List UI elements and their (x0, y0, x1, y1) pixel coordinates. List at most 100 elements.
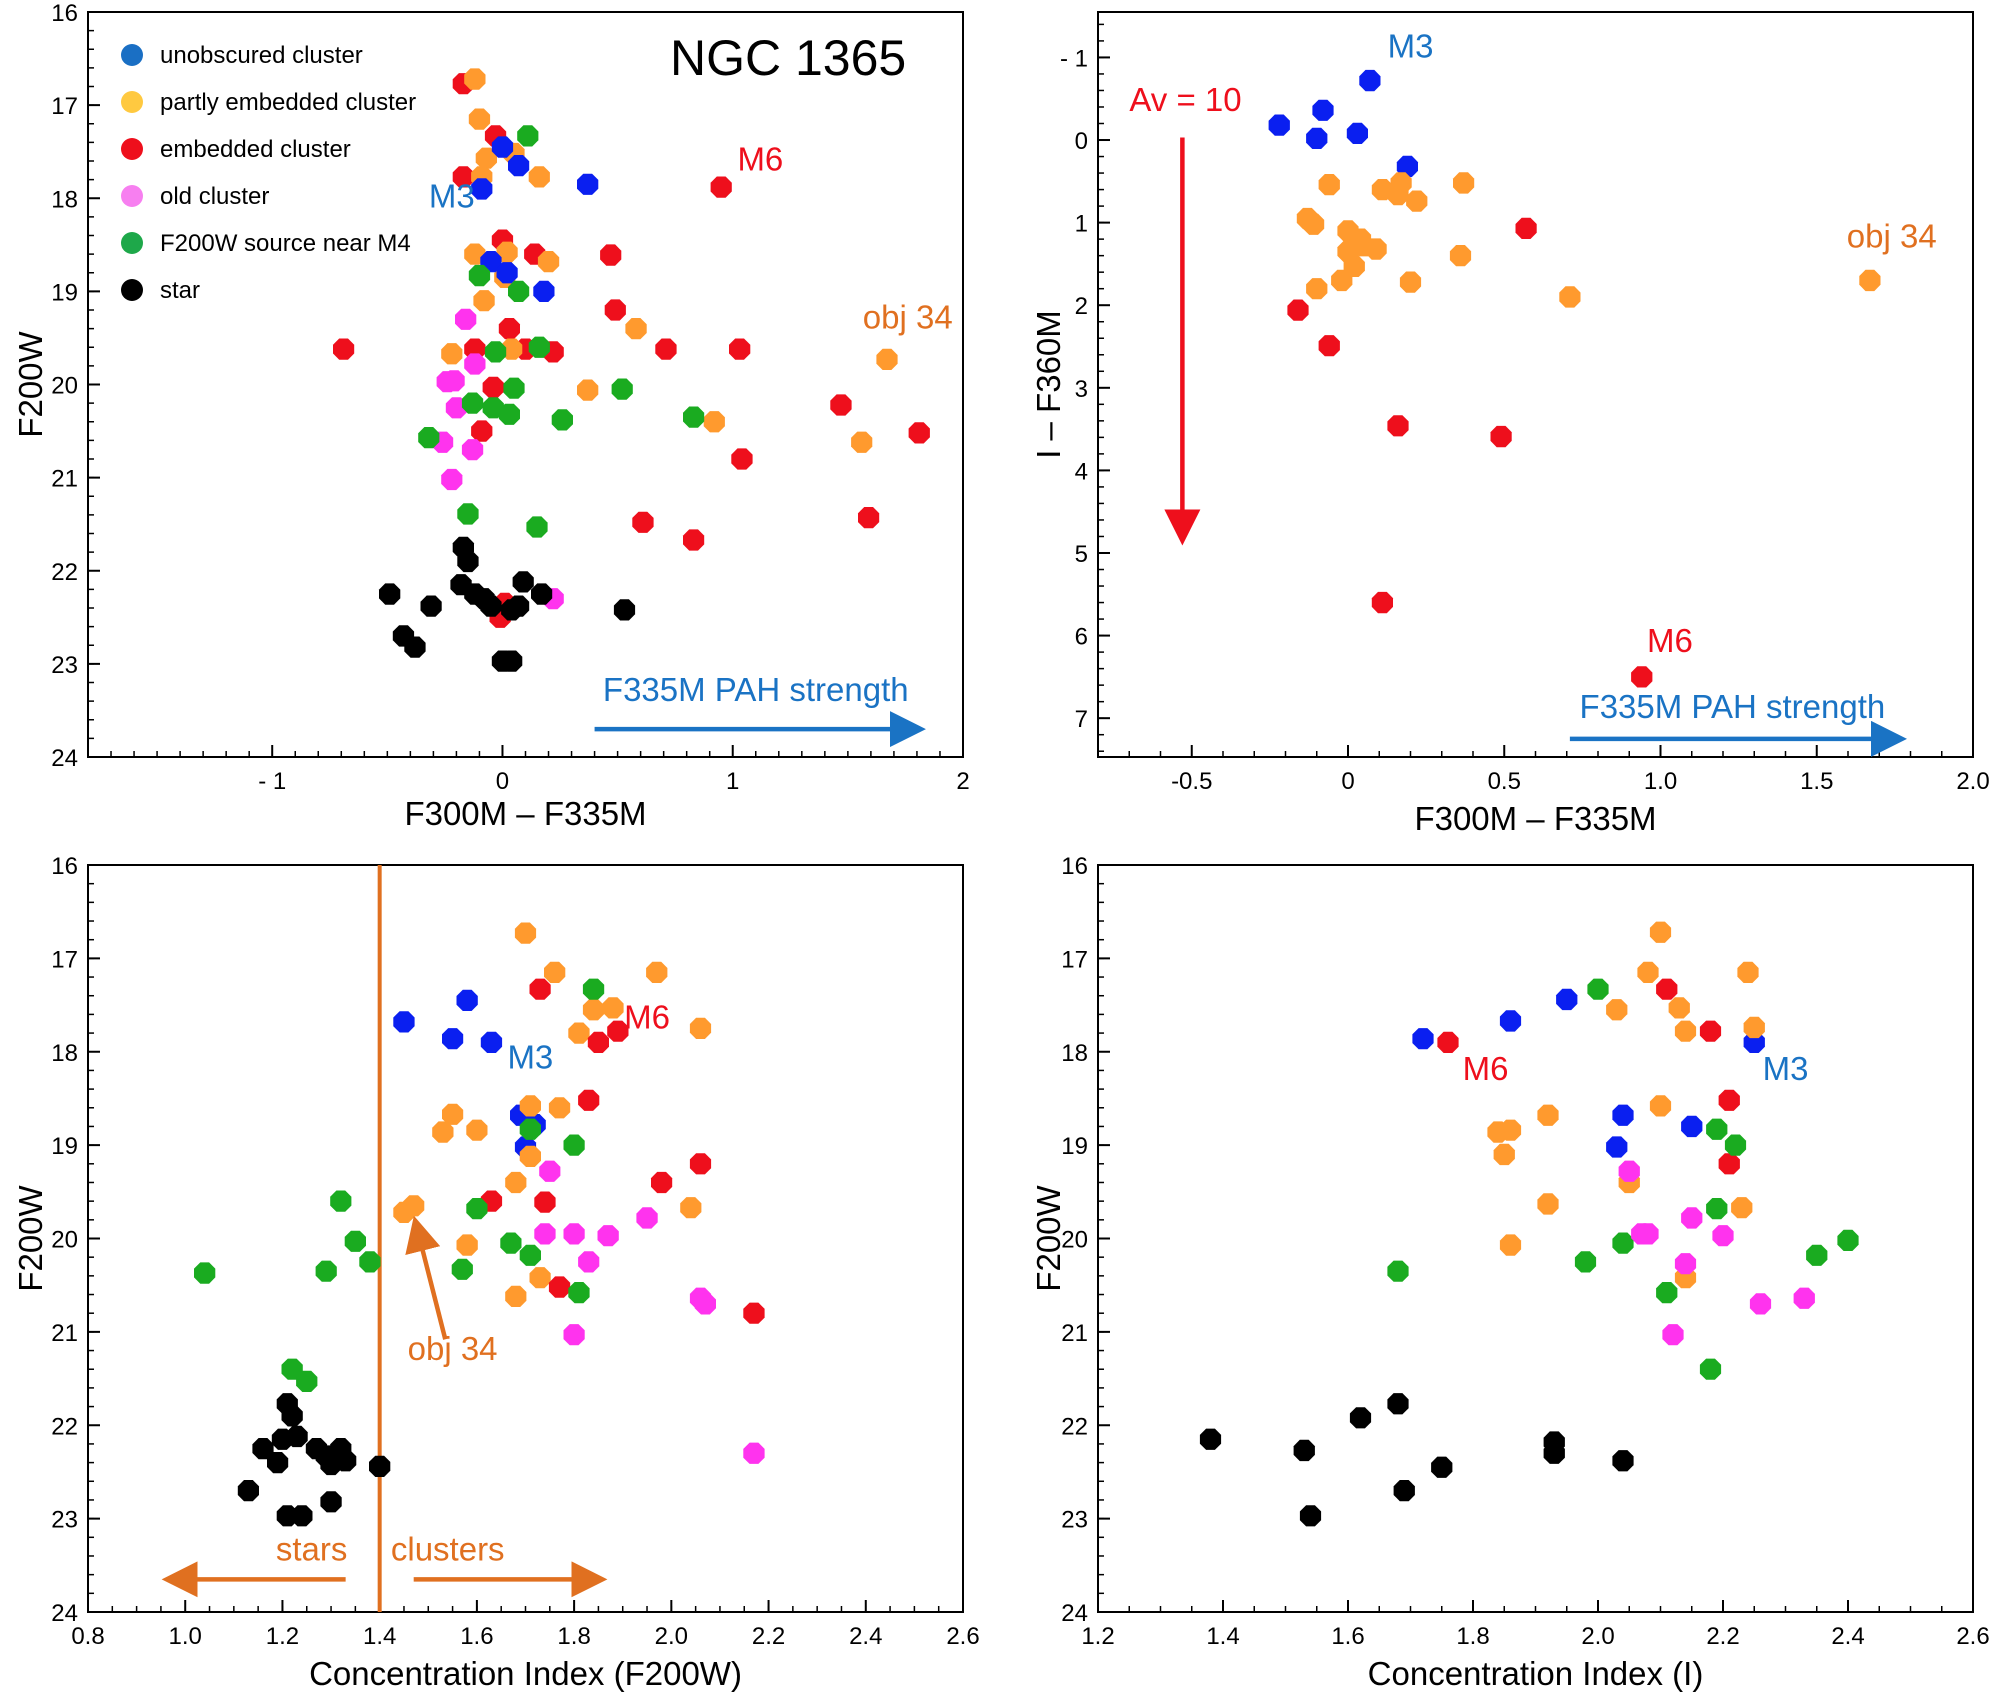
point-unobscured (1412, 1028, 1434, 1050)
point-unobscured (533, 280, 555, 302)
annotation-label: clusters (391, 1531, 505, 1568)
point-unobscured (1396, 155, 1418, 178)
point-embedded (689, 1153, 712, 1175)
point-unobscured (1612, 1104, 1634, 1126)
point-embedded (632, 511, 654, 533)
point-partly (537, 251, 560, 273)
point-unobscured (1606, 1136, 1628, 1158)
legend-label: unobscured cluster (160, 42, 363, 69)
point-near_m4 (500, 1232, 522, 1254)
point-star (512, 571, 534, 593)
legend-label: star (160, 277, 200, 304)
point-star (613, 599, 636, 621)
x-tick-label: 0.5 (1488, 768, 1521, 795)
annotation-label: stars (276, 1531, 348, 1568)
y-tick-label: 19 (51, 1133, 78, 1160)
y-tick-label: 17 (51, 93, 78, 120)
point-near_m4 (466, 1198, 488, 1220)
y-tick-label: 24 (51, 1600, 78, 1627)
point-partly (703, 411, 725, 433)
point-partly (1303, 213, 1325, 235)
point-partly (1537, 1193, 1559, 1215)
y-tick-label: 20 (51, 1227, 78, 1254)
legend-marker (121, 138, 143, 160)
panel-color-magnitude: - 1 0 1 2 16 17 18 19 20 21 22 23 24 F300M – F335M F20… (12, 0, 970, 832)
x-tick-label: 1.6 (460, 1623, 493, 1650)
point-embedded (578, 1089, 600, 1111)
x-tick-label: 2.0 (655, 1623, 688, 1650)
point-partly (1649, 1095, 1672, 1117)
point-embedded (1437, 1031, 1459, 1053)
point-embedded (333, 338, 355, 360)
point-embedded (482, 376, 504, 398)
legend-label: F200W source near M4 (160, 230, 411, 257)
point-near_m4 (482, 397, 504, 419)
annotation-label: M3 (507, 1039, 553, 1076)
point-partly (473, 290, 495, 312)
y-tick-label: 19 (1061, 1133, 1088, 1160)
x-tick-label: 1.2 (1081, 1623, 1114, 1650)
x-axis-label: Concentration Index (F200W) (309, 1655, 742, 1692)
point-star (501, 650, 523, 672)
point-partly (1637, 961, 1659, 983)
point-partly (468, 108, 491, 130)
y-axis-label: F200W (1030, 1184, 1067, 1291)
point-partly (432, 1121, 454, 1143)
point-near_m4 (1837, 1229, 1859, 1251)
point-star (480, 595, 502, 617)
point-star (379, 583, 401, 605)
point-near_m4 (1612, 1232, 1634, 1254)
y-tick-label: 18 (51, 1040, 78, 1067)
point-partly (1859, 269, 1881, 292)
annotation-label: M3 (429, 178, 475, 215)
y-tick-label: 17 (51, 946, 78, 973)
legend-marker (121, 279, 143, 301)
point-embedded (471, 420, 493, 442)
point-near_m4 (457, 503, 479, 525)
panel-color-color: -0.5 0 0.5 1.0 1.5 2.0 - 1 0 1 2 3 4 5 6 7 F300M – F335… (1030, 11, 1990, 837)
point-near_m4 (484, 341, 507, 363)
point-partly (689, 1017, 712, 1039)
y-tick-label: 20 (51, 373, 78, 400)
point-old (597, 1225, 619, 1247)
point-partly (464, 243, 486, 265)
point-partly (528, 166, 550, 188)
point-near_m4 (344, 1230, 366, 1252)
point-partly (1331, 269, 1353, 292)
point-star (1349, 1407, 1372, 1429)
point-embedded (1490, 425, 1512, 448)
point-partly (1649, 921, 1672, 943)
x-tick-label: 2.4 (849, 1623, 882, 1650)
point-star (531, 583, 553, 605)
point-old (743, 1442, 765, 1464)
point-partly (1537, 1104, 1559, 1126)
point-partly (1306, 278, 1328, 300)
annotation-label: obj 34 (408, 1330, 498, 1367)
point-partly (1449, 245, 1472, 267)
point-partly (1674, 1020, 1697, 1042)
point-partly (602, 997, 624, 1019)
x-tick-label: 1.4 (363, 1623, 396, 1650)
x-tick-label: 1.0 (1644, 768, 1677, 795)
point-near_m4 (461, 392, 484, 414)
point-unobscured (1306, 127, 1328, 149)
point-old (445, 397, 467, 419)
legend-marker (121, 91, 143, 113)
point-near_m4 (508, 280, 530, 302)
point-partly (442, 1103, 464, 1125)
point-embedded (1371, 591, 1393, 614)
point-partly (582, 999, 605, 1021)
y-tick-label: 22 (51, 559, 78, 586)
point-star (1612, 1450, 1634, 1472)
point-near_m4 (1706, 1198, 1728, 1220)
annotation-label: M6 (1463, 1050, 1509, 1087)
point-near_m4 (1587, 978, 1609, 1000)
point-near_m4 (315, 1260, 337, 1282)
point-near_m4 (519, 1118, 541, 1140)
point-partly (876, 348, 898, 370)
point-unobscured (1681, 1115, 1703, 1138)
plot-frame (87, 11, 964, 758)
point-old (563, 1223, 585, 1245)
point-old (1662, 1324, 1684, 1346)
point-partly (1668, 997, 1690, 1019)
